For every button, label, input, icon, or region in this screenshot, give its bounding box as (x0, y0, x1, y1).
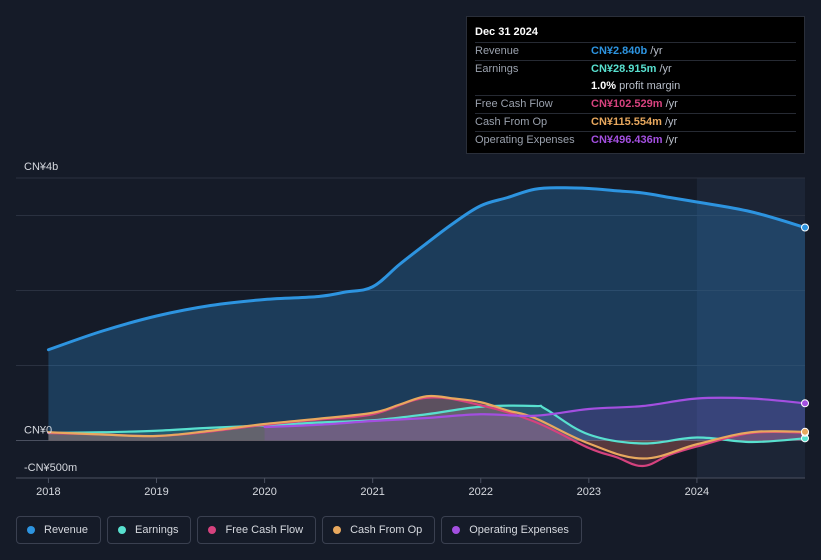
legend-item-operating-expenses[interactable]: Operating Expenses (441, 516, 582, 544)
legend-item-cash-from-op[interactable]: Cash From Op (322, 516, 436, 544)
x-tick-label: 2018 (36, 486, 60, 498)
legend-label: Operating Expenses (469, 524, 569, 536)
tooltip-unit: /yr (665, 134, 678, 146)
legend-label: Earnings (135, 524, 179, 536)
tooltip-row-free-cash-flow: Free Cash Flow CN¥102.529m /yr (475, 95, 796, 113)
x-tick-label: 2023 (577, 486, 601, 498)
legend-item-free-cash-flow[interactable]: Free Cash Flow (197, 516, 317, 544)
line-earnings (47, 404, 807, 445)
tooltip-unit: /yr (665, 98, 678, 110)
tooltip-label: Earnings (475, 63, 519, 75)
tooltip-row-revenue: Revenue CN¥2.840b /yr (475, 42, 796, 60)
forecast-shade (696, 178, 805, 478)
area-earnings (48, 405, 805, 444)
data-tooltip: Dec 31 2024 Revenue CN¥2.840b /yr Earnin… (466, 16, 805, 154)
x-tick-label: 2022 (469, 486, 493, 498)
tooltip-value: CN¥496.436m (591, 134, 663, 146)
tooltip-row-profit-margin: 1.0% profit margin (475, 78, 796, 95)
y-tick-label: CN¥0 (24, 425, 52, 437)
tooltip-label (475, 78, 591, 95)
legend-item-revenue[interactable]: Revenue (16, 516, 102, 544)
x-tick-label: 2020 (252, 486, 276, 498)
x-tick-label: 2019 (144, 486, 168, 498)
tooltip-row-operating-expenses: Operating Expenses CN¥496.436m /yr (475, 131, 796, 149)
tooltip-unit: /yr (650, 45, 663, 57)
tooltip-label: Free Cash Flow (475, 98, 553, 110)
area-cash-from-op (48, 395, 805, 459)
area-revenue (48, 187, 805, 440)
tooltip-row-earnings: Earnings CN¥28.915m /yr (475, 60, 796, 78)
tooltip-unit: profit margin (619, 80, 681, 92)
y-tick-label: CN¥4b (24, 161, 58, 173)
tooltip-value: CN¥102.529m (591, 98, 663, 110)
legend-dot-icon (118, 526, 127, 534)
line-revenue (46, 186, 807, 352)
tooltip-unit: /yr (664, 116, 678, 128)
tooltip-row-cash-from-op: Cash From Op CN¥115.554m /yr (475, 113, 796, 131)
chart-legend: Revenue Earnings Free Cash Flow Cash Fro… (16, 516, 582, 544)
tooltip-unit: /yr (659, 63, 672, 75)
area-free-cash-flow (48, 397, 805, 467)
tooltip-value: CN¥2.840b (591, 45, 648, 57)
legend-label: Revenue (44, 524, 89, 536)
line-operating-expenses (263, 396, 807, 429)
legend-dot-icon (208, 526, 217, 534)
tooltip-label: Operating Expenses (475, 134, 575, 146)
tooltip-label: Revenue (475, 45, 520, 57)
legend-dot-icon (333, 526, 342, 534)
tooltip-value: CN¥115.554m (591, 116, 662, 128)
end-marker-revenue (801, 223, 809, 232)
x-tick-label: 2021 (360, 486, 384, 498)
legend-label: Free Cash Flow (225, 524, 304, 536)
legend-label: Cash From Op (350, 524, 423, 536)
end-marker-operating-expenses (801, 399, 809, 408)
end-marker-cash-from-op (801, 427, 809, 436)
x-tick-label: 2024 (685, 486, 709, 498)
legend-item-earnings[interactable]: Earnings (107, 516, 192, 544)
tooltip-value: 1.0% (591, 80, 617, 92)
tooltip-label: Cash From Op (475, 116, 548, 128)
legend-dot-icon (27, 526, 35, 534)
tooltip-value: CN¥28.915m (591, 63, 657, 75)
line-cash-from-op (47, 394, 807, 460)
y-tick-label: -CN¥500m (24, 462, 77, 474)
tooltip-date: Dec 31 2024 (475, 26, 538, 38)
legend-dot-icon (452, 526, 461, 534)
